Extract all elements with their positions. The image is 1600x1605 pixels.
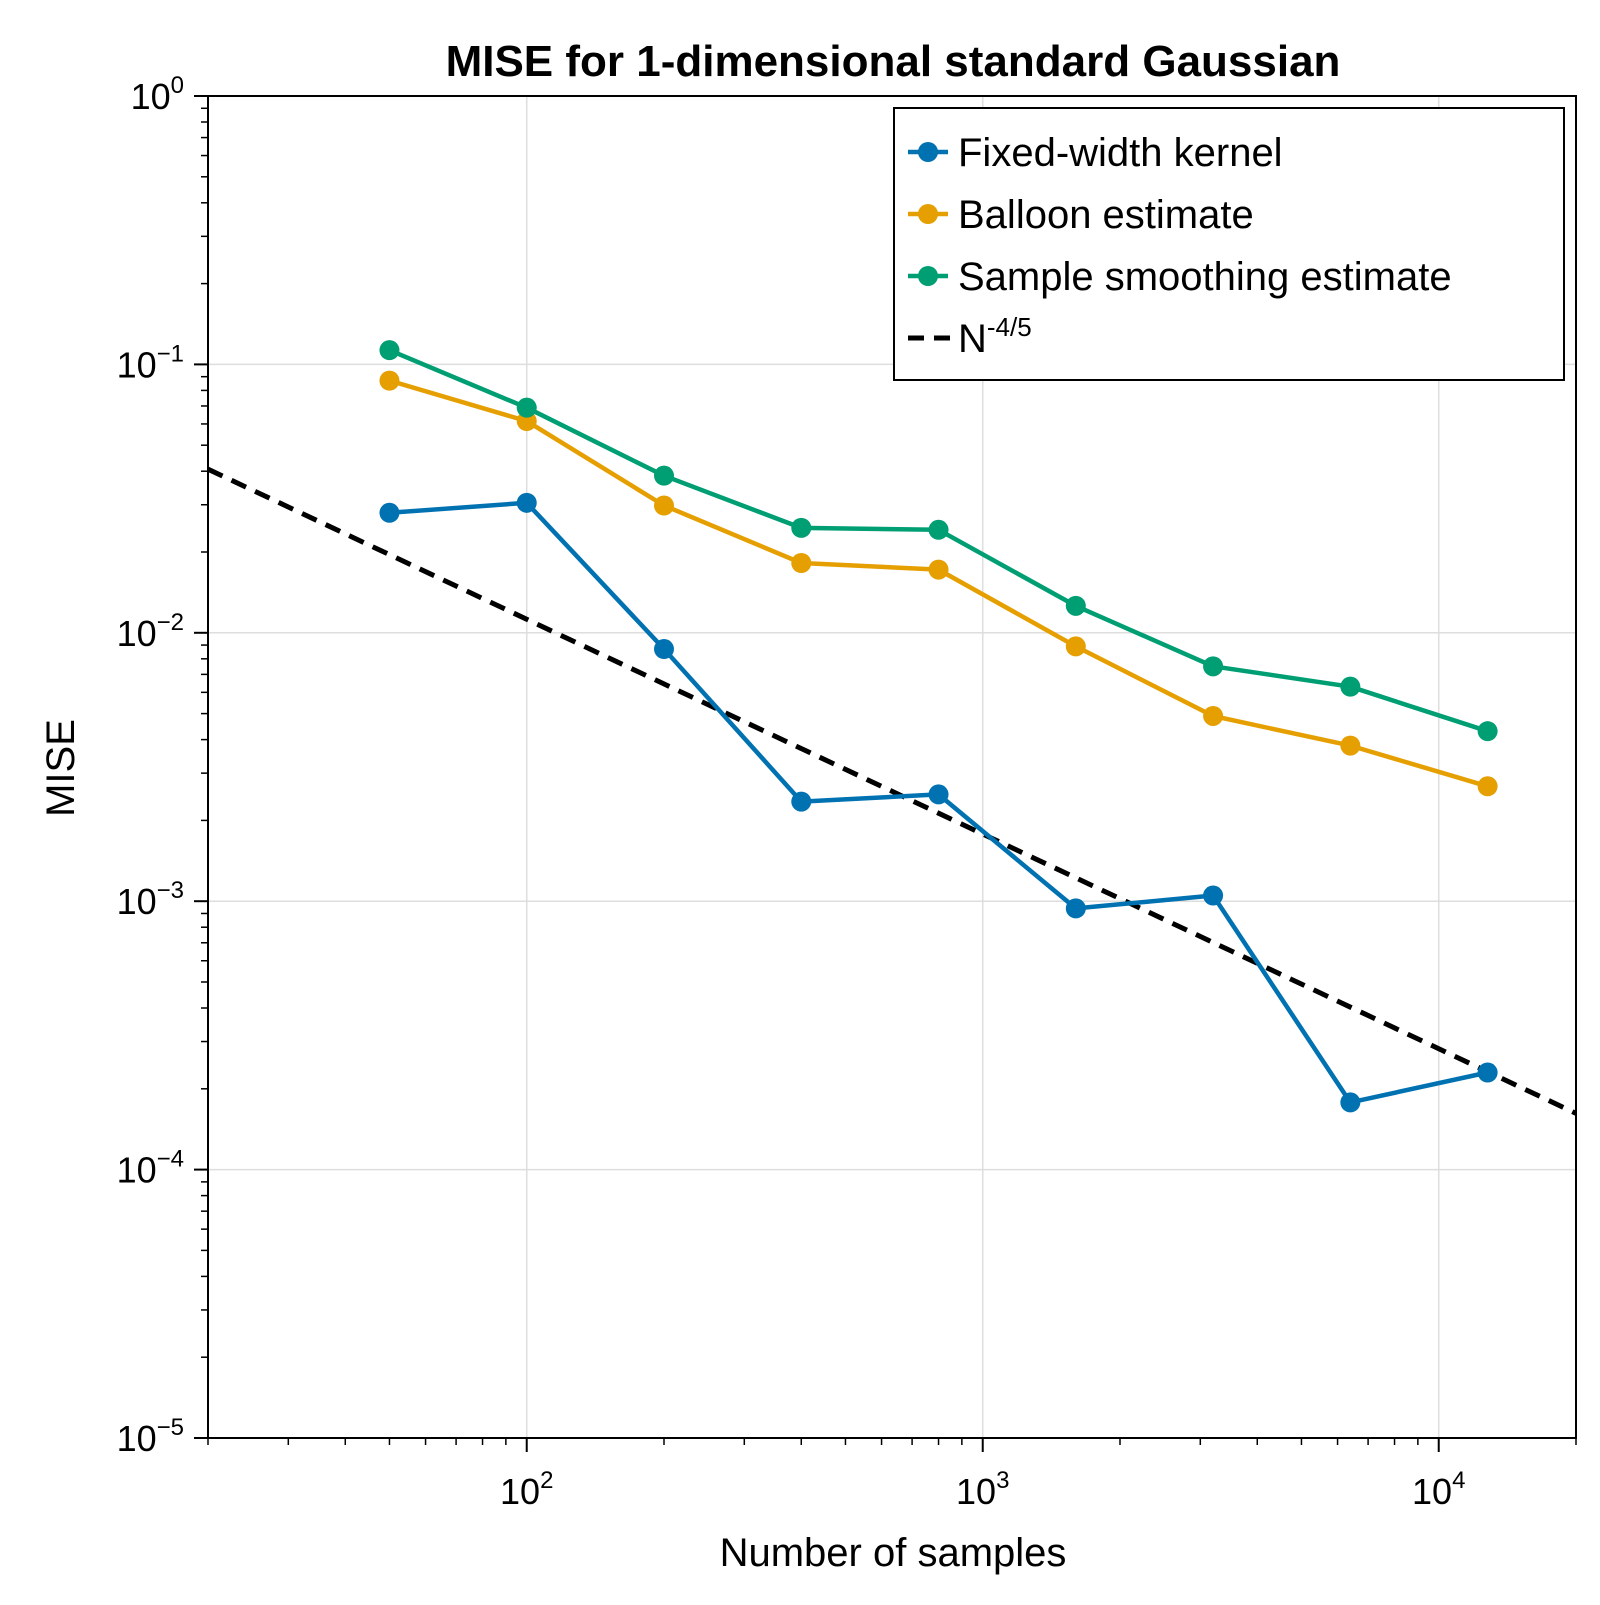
chart-title: MISE for 1-dimensional standard Gaussian xyxy=(446,37,1341,86)
y-tick-label-1: 10−1 xyxy=(117,340,184,385)
data-point-balloon-estimate-3 xyxy=(791,552,812,573)
series-fixed-width-kernel xyxy=(379,492,1498,1113)
y-tick-label-3-exponent: −3 xyxy=(157,877,184,904)
y-tick-label-3-base: 10 xyxy=(117,881,157,922)
data-point-sample-smoothing-estimate-3 xyxy=(791,517,812,538)
y-tick-label-5: 10−5 xyxy=(117,1414,184,1459)
y-tick-label-2-exponent: −2 xyxy=(157,609,184,636)
data-point-balloon-estimate-6 xyxy=(1203,705,1224,726)
data-point-balloon-estimate-8 xyxy=(1477,776,1498,797)
reference-line-layer xyxy=(206,466,1578,1116)
x-tick-label-2-base: 10 xyxy=(1412,1471,1452,1512)
legend-marker-fixed-width-kernel xyxy=(918,142,938,162)
series-line-balloon-estimate xyxy=(388,378,1489,789)
legend-marker-balloon-estimate xyxy=(918,204,938,224)
data-point-fixed-width-kernel-3 xyxy=(791,791,812,812)
data-point-sample-smoothing-estimate-0 xyxy=(379,340,400,361)
data-point-balloon-estimate-4 xyxy=(928,559,949,580)
y-tick-label-3: 10−3 xyxy=(117,877,184,922)
data-point-fixed-width-kernel-5 xyxy=(1065,898,1086,919)
y-tick-label-2: 10−2 xyxy=(117,609,184,654)
series-layer xyxy=(379,340,1498,1113)
data-point-fixed-width-kernel-2 xyxy=(654,639,674,660)
data-point-sample-smoothing-estimate-2 xyxy=(654,465,674,486)
y-tick-label-0: 100 xyxy=(131,72,184,117)
data-point-sample-smoothing-estimate-6 xyxy=(1203,656,1224,677)
data-point-sample-smoothing-estimate-4 xyxy=(928,519,949,540)
data-point-balloon-estimate-2 xyxy=(654,495,674,516)
legend-label-fixed-width-kernel: Fixed-width kernel xyxy=(958,131,1283,175)
legend-label-balloon-estimate: Balloon estimate xyxy=(958,193,1254,237)
legend-marker-sample-smoothing-estimate xyxy=(918,266,938,286)
x-tick-label-0-base: 10 xyxy=(500,1471,540,1512)
series-line-sample-smoothing-estimate xyxy=(388,348,1489,734)
data-point-fixed-width-kernel-4 xyxy=(928,784,949,805)
legend-box xyxy=(893,107,1565,381)
series-balloon-estimate xyxy=(379,370,1498,797)
legend-label-sample-smoothing-estimate: Sample smoothing estimate xyxy=(958,255,1452,299)
data-point-balloon-estimate-7 xyxy=(1340,735,1361,756)
x-tick-label-0: 102 xyxy=(500,1467,553,1512)
y-tick-label-0-base: 10 xyxy=(131,76,171,117)
data-point-fixed-width-kernel-7 xyxy=(1340,1092,1361,1113)
y-tick-label-5-exponent: −5 xyxy=(157,1414,184,1441)
data-point-sample-smoothing-estimate-7 xyxy=(1340,676,1361,697)
x-tick-label-2: 104 xyxy=(1412,1467,1465,1512)
reference-line-n-power xyxy=(206,466,1578,1116)
y-axis-label: MISE xyxy=(39,719,83,817)
data-point-sample-smoothing-estimate-1 xyxy=(516,397,537,418)
y-tick-label-1-exponent: −1 xyxy=(157,340,184,367)
data-point-sample-smoothing-estimate-5 xyxy=(1065,595,1086,616)
data-point-sample-smoothing-estimate-8 xyxy=(1477,721,1498,742)
y-tick-label-2-base: 10 xyxy=(117,613,157,654)
data-point-fixed-width-kernel-6 xyxy=(1203,885,1224,906)
x-tick-label-1-base: 10 xyxy=(956,1471,996,1512)
series-sample-smoothing-estimate xyxy=(379,340,1498,742)
legend-label-reference: N-4/5 xyxy=(958,312,1032,361)
y-tick-label-4-exponent: −4 xyxy=(157,1146,184,1173)
data-point-balloon-estimate-5 xyxy=(1065,636,1086,657)
data-point-balloon-estimate-0 xyxy=(379,370,400,391)
data-point-fixed-width-kernel-1 xyxy=(516,492,537,513)
x-tick-label-1-exponent: 3 xyxy=(996,1467,1009,1494)
y-tick-label-1-base: 10 xyxy=(117,344,157,385)
y-tick-label-0-exponent: 0 xyxy=(171,72,184,99)
x-axis-label: Number of samples xyxy=(720,1531,1067,1575)
legend-label-reference-exponent: -4/5 xyxy=(987,312,1032,342)
y-tick-label-4-base: 10 xyxy=(117,1150,157,1191)
y-tick-label-5-base: 10 xyxy=(117,1418,157,1459)
plot-area-frame xyxy=(207,95,1577,1439)
data-point-fixed-width-kernel-0 xyxy=(379,502,400,523)
legend-label-reference-base: N xyxy=(958,317,987,361)
x-tick-label-2-exponent: 4 xyxy=(1452,1467,1465,1494)
legend: Fixed-width kernel Balloon estimate Sample… xyxy=(893,107,1565,381)
data-point-fixed-width-kernel-8 xyxy=(1477,1062,1498,1083)
x-tick-label-0-exponent: 2 xyxy=(540,1467,553,1494)
x-tick-label-1: 103 xyxy=(956,1467,1009,1512)
y-tick-label-4: 10−4 xyxy=(117,1146,184,1191)
